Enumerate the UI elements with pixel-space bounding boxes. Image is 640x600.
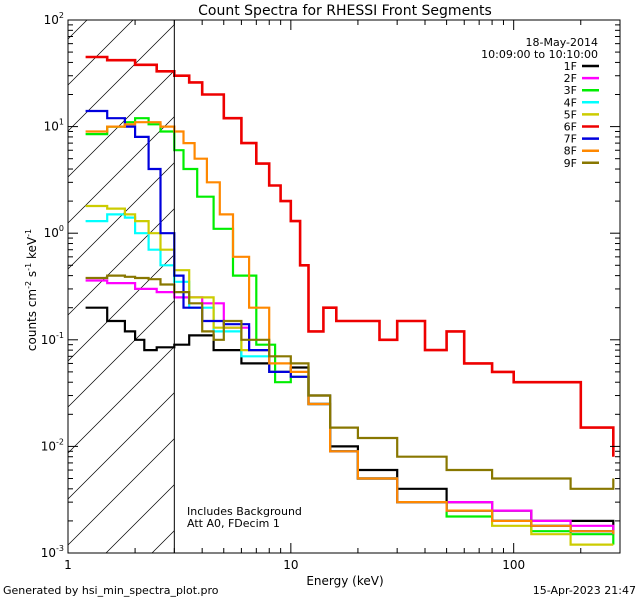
note-background: Includes Background	[187, 505, 302, 518]
axes: 1 10 100 10-3 10-2 10-1 100 101 102	[41, 11, 621, 572]
hatch-line	[68, 208, 175, 316]
x-tick-label: 1	[64, 558, 72, 572]
series-line-2f	[85, 279, 615, 535]
legend-label-2f: 2F	[564, 72, 577, 85]
hatch-line	[68, 392, 175, 500]
y-tick-label: 101	[44, 118, 64, 134]
x-tick-label: 100	[502, 558, 525, 572]
x-tick-label: 10	[283, 558, 298, 572]
hatch-line	[68, 70, 175, 178]
chart-title: Count Spectra for RHESSI Front Segments	[198, 3, 492, 19]
hatch-line	[105, 484, 175, 553]
legend-label-9f: 9F	[564, 157, 577, 170]
y-axis-label: counts cm-2 s-1 keV-1	[24, 229, 39, 351]
legend-label-4f: 4F	[564, 96, 577, 109]
legend-label-7f: 7F	[564, 133, 577, 146]
hatch-line	[0, 20, 41, 553]
y-tick-label: 10-3	[41, 544, 64, 560]
x-axis-label: Energy (keV)	[306, 574, 383, 588]
legend-label-1f: 1F	[564, 60, 577, 73]
legend-label-6f: 6F	[564, 121, 577, 134]
hatch-line	[68, 254, 175, 362]
y-tick-label: 10-1	[41, 331, 64, 347]
series-group	[85, 55, 615, 546]
y-tick-label: 102	[44, 11, 64, 27]
hatch-line	[68, 20, 134, 86]
hatch-line	[68, 24, 175, 132]
time-range-label: 10:09:00 to 10:10:00	[481, 48, 598, 61]
footer-timestamp: 15-Apr-2023 21:47	[533, 584, 636, 597]
legend-label-8f: 8F	[564, 145, 577, 158]
hatch-line	[68, 20, 88, 40]
plot-frame	[67, 19, 621, 554]
series-line-4f	[85, 213, 615, 535]
legend-label-5f: 5F	[564, 108, 577, 121]
series-line-1f	[85, 306, 615, 535]
series-line-8f	[85, 121, 615, 535]
legend-label-3f: 3F	[564, 84, 577, 97]
series-line-7f	[85, 109, 615, 535]
series-line-3f	[85, 117, 615, 545]
hatch-region	[0, 20, 175, 553]
y-tick-label: 100	[44, 224, 64, 240]
y-tick-label: 10-2	[41, 437, 64, 453]
hatch-line	[68, 346, 175, 454]
generated-by-label: Generated by hsi_min_spectra_plot.pro	[3, 584, 219, 597]
date-label: 18-May-2014	[526, 36, 598, 49]
note-attenuator: Att A0, FDecim 1	[187, 517, 280, 530]
hatch-line	[68, 438, 175, 546]
hatch-line	[68, 162, 175, 270]
series-line-6f	[85, 55, 615, 457]
series-line-9f	[85, 274, 615, 490]
